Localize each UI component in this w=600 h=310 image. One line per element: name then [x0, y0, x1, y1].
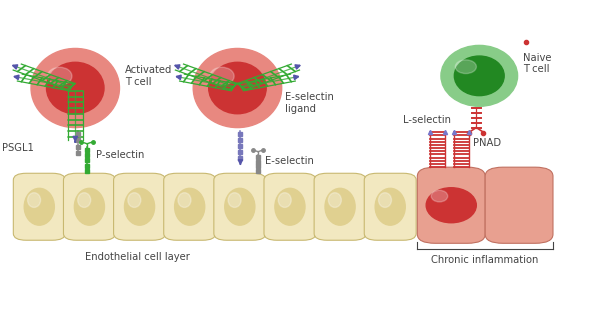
Ellipse shape [426, 188, 476, 223]
FancyBboxPatch shape [418, 167, 485, 243]
Ellipse shape [47, 67, 72, 85]
Ellipse shape [178, 193, 191, 207]
Text: Activated
T cell: Activated T cell [125, 65, 173, 86]
Ellipse shape [209, 62, 266, 114]
FancyBboxPatch shape [164, 173, 215, 240]
FancyBboxPatch shape [13, 173, 65, 240]
Text: E-selectin
ligand: E-selectin ligand [284, 92, 334, 114]
FancyBboxPatch shape [113, 173, 166, 240]
Ellipse shape [431, 190, 448, 202]
Text: Naive
T cell: Naive T cell [523, 53, 552, 74]
FancyBboxPatch shape [64, 173, 115, 240]
FancyBboxPatch shape [264, 173, 316, 240]
Ellipse shape [379, 193, 392, 207]
Ellipse shape [275, 188, 305, 225]
Text: Endothelial cell layer: Endothelial cell layer [85, 252, 190, 263]
Ellipse shape [124, 188, 155, 225]
Text: L-selectin: L-selectin [403, 115, 451, 125]
Ellipse shape [225, 188, 255, 225]
Ellipse shape [455, 60, 476, 73]
FancyBboxPatch shape [214, 173, 266, 240]
FancyBboxPatch shape [314, 173, 366, 240]
Text: Chronic inflammation: Chronic inflammation [431, 255, 539, 265]
Ellipse shape [193, 48, 281, 128]
Ellipse shape [328, 193, 341, 207]
Ellipse shape [128, 193, 141, 207]
Ellipse shape [441, 45, 518, 106]
Ellipse shape [31, 48, 119, 128]
Ellipse shape [325, 188, 355, 225]
Text: PSGL1: PSGL1 [2, 143, 34, 153]
Text: PNAD: PNAD [473, 138, 502, 148]
Text: E-selectin: E-selectin [265, 156, 314, 166]
Ellipse shape [210, 67, 234, 85]
Ellipse shape [78, 193, 91, 207]
Ellipse shape [278, 193, 291, 207]
Ellipse shape [28, 193, 41, 207]
Text: P-selectin: P-selectin [96, 150, 144, 160]
Ellipse shape [24, 188, 55, 225]
Ellipse shape [454, 56, 504, 95]
Ellipse shape [175, 188, 205, 225]
Ellipse shape [74, 188, 104, 225]
Ellipse shape [47, 62, 104, 114]
FancyBboxPatch shape [364, 173, 416, 240]
Ellipse shape [375, 188, 405, 225]
FancyBboxPatch shape [485, 167, 553, 243]
Ellipse shape [228, 193, 241, 207]
